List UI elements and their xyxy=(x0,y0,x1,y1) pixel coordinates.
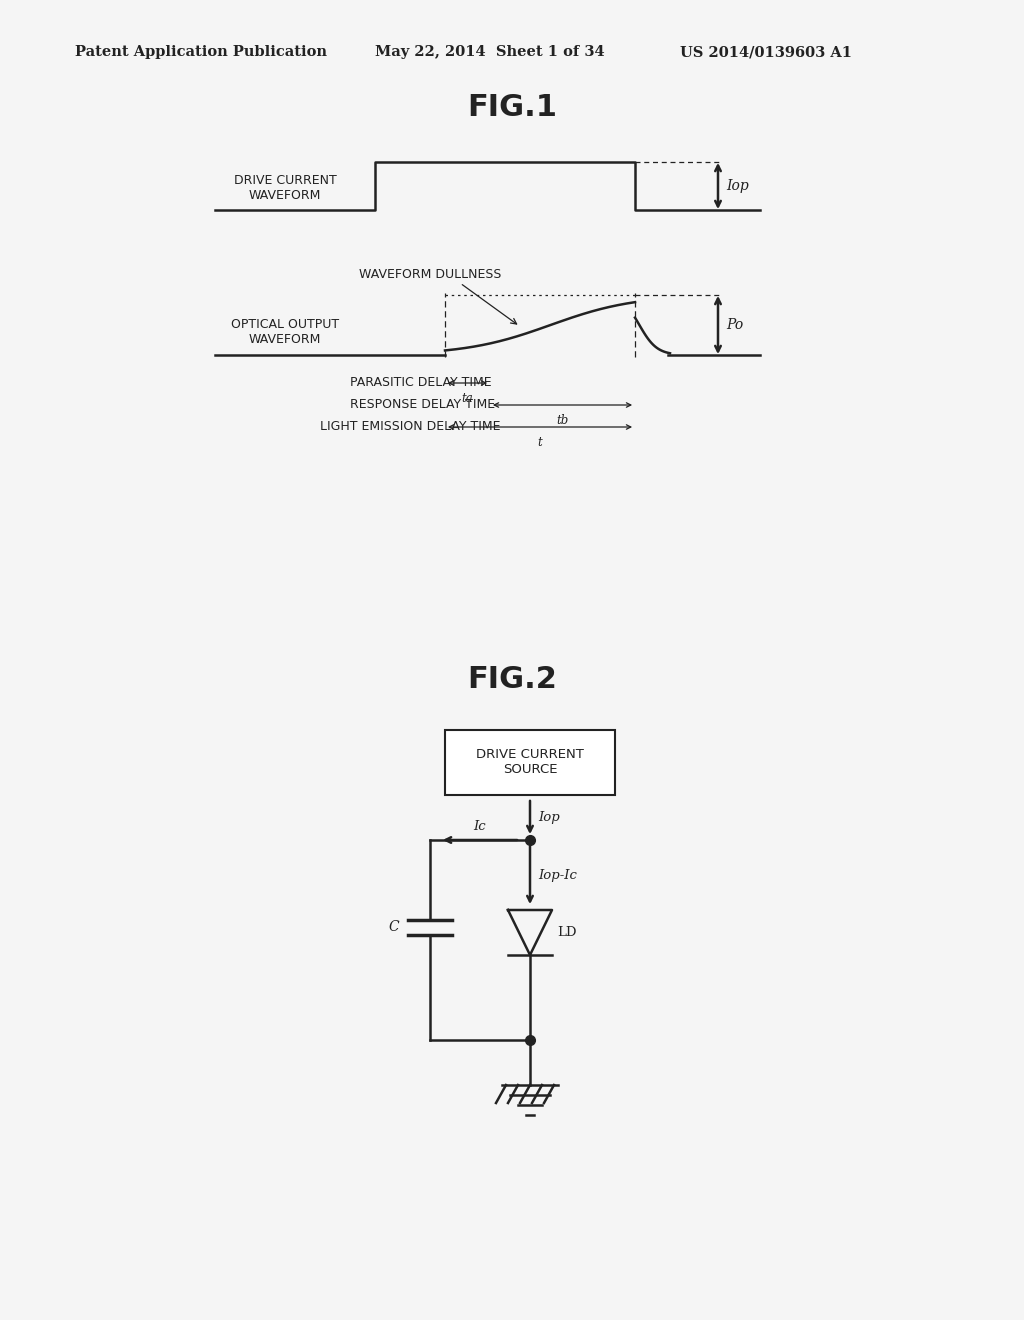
Text: WAVEFORM DULLNESS: WAVEFORM DULLNESS xyxy=(358,268,501,281)
Text: LD: LD xyxy=(557,925,577,939)
Text: Iop: Iop xyxy=(726,180,749,193)
Text: FIG.2: FIG.2 xyxy=(467,665,557,694)
Text: DRIVE CURRENT
SOURCE: DRIVE CURRENT SOURCE xyxy=(476,748,584,776)
Text: Patent Application Publication: Patent Application Publication xyxy=(75,45,327,59)
Text: Po: Po xyxy=(726,318,743,333)
Text: ta: ta xyxy=(461,392,473,404)
Text: US 2014/0139603 A1: US 2014/0139603 A1 xyxy=(680,45,852,59)
Text: PARASITIC DELAY TIME: PARASITIC DELAY TIME xyxy=(350,376,492,389)
Text: May 22, 2014  Sheet 1 of 34: May 22, 2014 Sheet 1 of 34 xyxy=(375,45,604,59)
Text: Ic: Ic xyxy=(474,820,486,833)
Text: DRIVE CURRENT
WAVEFORM: DRIVE CURRENT WAVEFORM xyxy=(233,174,336,202)
Bar xyxy=(445,730,615,795)
Text: C: C xyxy=(389,920,399,935)
Text: LIGHT EMISSION DELAY TIME: LIGHT EMISSION DELAY TIME xyxy=(319,421,501,433)
Text: RESPONSE DELAY TIME: RESPONSE DELAY TIME xyxy=(350,399,496,412)
Text: t: t xyxy=(538,436,543,449)
Text: OPTICAL OUTPUT
WAVEFORM: OPTICAL OUTPUT WAVEFORM xyxy=(231,318,339,346)
Text: Iop: Iop xyxy=(538,810,560,824)
Text: tb: tb xyxy=(556,413,568,426)
Text: Iop-Ic: Iop-Ic xyxy=(538,869,577,882)
Text: FIG.1: FIG.1 xyxy=(467,94,557,123)
